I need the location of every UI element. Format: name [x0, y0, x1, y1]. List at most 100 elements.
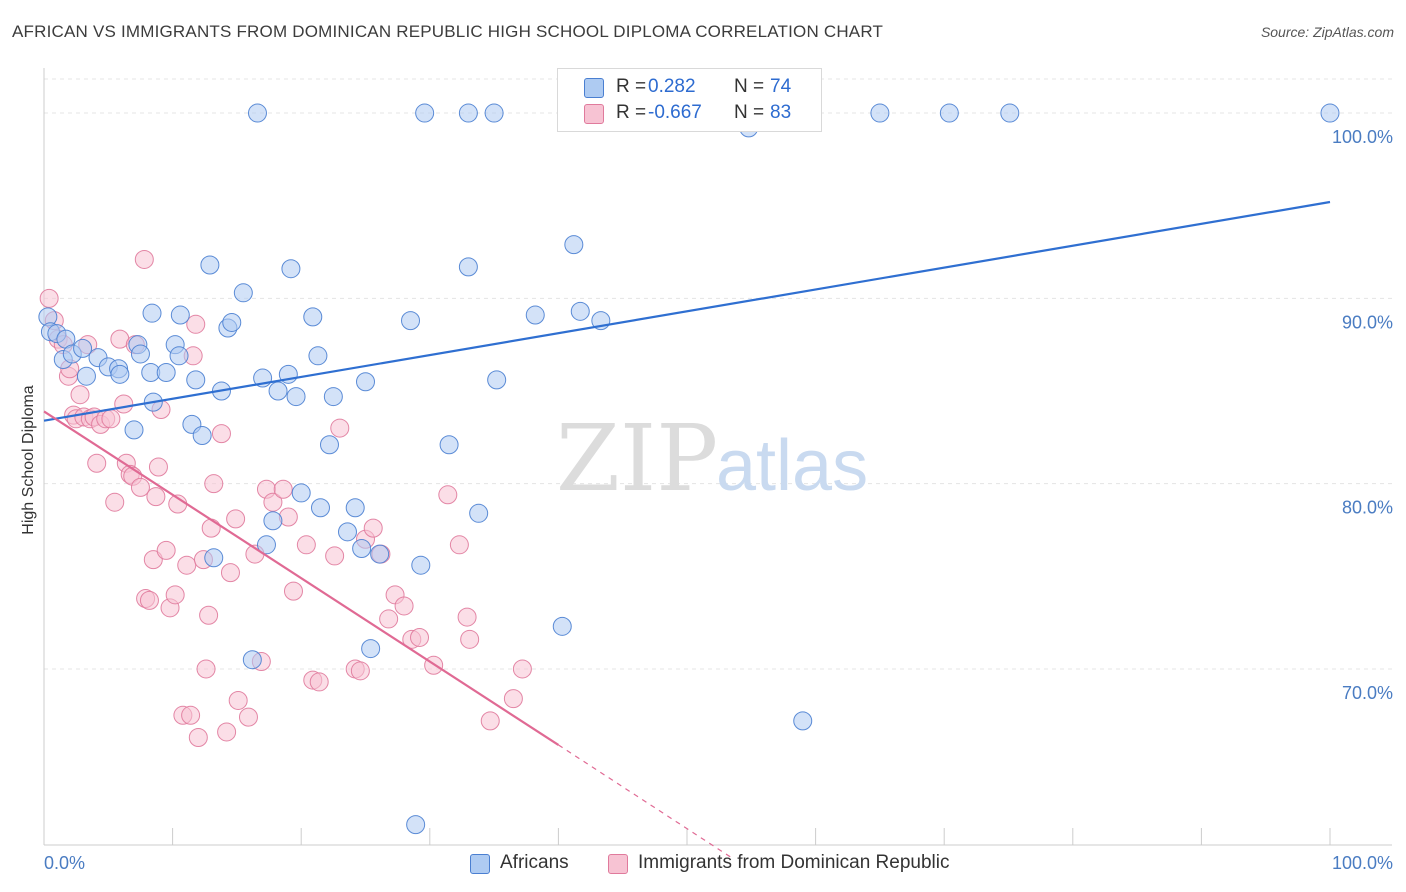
data-point-dominican [296, 535, 316, 555]
x-tick-label: 0.0% [44, 853, 85, 873]
data-point-dominican [460, 629, 480, 649]
data-point-dominican [350, 661, 370, 681]
data-point-africans [247, 103, 267, 123]
data-point-dominican [177, 555, 197, 575]
data-point-africans [242, 650, 262, 670]
data-point-africans [130, 344, 150, 364]
legend-r-label: R = [616, 102, 647, 123]
data-point-africans [1320, 103, 1340, 123]
data-point-dominican [105, 492, 125, 512]
data-point-africans [263, 511, 283, 531]
data-point-africans [169, 346, 189, 366]
data-point-africans [73, 338, 93, 358]
data-point-africans [192, 425, 212, 445]
data-point-dominican [325, 546, 345, 566]
data-point-africans [303, 307, 323, 327]
chart-title: AFRICAN VS IMMIGRANTS FROM DOMINICAN REP… [12, 22, 884, 41]
legend-row-africans: R = 0.282 N = 74 [558, 75, 821, 101]
data-point-africans [291, 483, 311, 503]
data-point-dominican [330, 418, 350, 438]
legend-row-dominican: R = -0.667 N = 83 [558, 101, 821, 127]
data-point-africans [487, 370, 507, 390]
data-point-dominican [70, 385, 90, 405]
y-tick-label: 90.0% [1342, 312, 1393, 332]
data-point-africans [337, 522, 357, 542]
data-point-africans [411, 555, 431, 575]
data-point-africans [308, 346, 328, 366]
data-point-dominican [39, 288, 59, 308]
data-point-dominican [156, 540, 176, 560]
legend-label-dominican: Immigrants from Dominican Republic [638, 852, 950, 873]
legend-n-value: 74 [770, 76, 792, 97]
data-point-africans [268, 381, 288, 401]
series-legend: Africans Immigrants from Dominican Repub… [0, 852, 1406, 878]
data-point-africans [356, 372, 375, 392]
data-point-dominican [139, 590, 159, 610]
data-point-dominican [134, 249, 154, 269]
data-point-africans [222, 312, 242, 332]
data-point-africans [458, 103, 478, 123]
legend-label-africans: Africans [500, 852, 569, 873]
data-point-africans [564, 235, 584, 255]
data-point-dominican [273, 479, 293, 499]
watermark-atlas: atlas [716, 426, 868, 506]
y-tick-label: 80.0% [1342, 498, 1393, 518]
data-point-africans [186, 370, 206, 390]
data-point-africans [415, 103, 435, 123]
data-point-dominican [188, 728, 208, 748]
data-point-dominican [457, 607, 477, 627]
data-point-dominican [480, 711, 500, 731]
data-point-africans [200, 255, 220, 275]
legend-r-value: 0.282 [648, 76, 696, 97]
data-point-africans [256, 535, 276, 555]
data-point-dominican [263, 492, 283, 512]
legend-swatch-pink [584, 104, 604, 124]
data-point-dominican [220, 563, 240, 583]
trend-lines [43, 200, 1331, 859]
data-point-africans [124, 420, 144, 440]
data-point-africans [286, 387, 306, 407]
data-point-africans [352, 539, 372, 559]
trend-line-dominican [43, 410, 559, 746]
data-point-africans [233, 283, 253, 303]
data-point-dominican [165, 585, 185, 605]
data-point-dominican [181, 705, 201, 725]
data-point-africans [323, 387, 343, 407]
data-point-africans [370, 544, 390, 564]
data-point-dominican [228, 690, 248, 710]
data-point-africans [310, 498, 330, 518]
data-point-dominican [143, 550, 163, 570]
data-point-dominican [283, 581, 303, 601]
data-point-africans [281, 259, 301, 279]
data-point-dominican [410, 627, 430, 647]
data-point-dominican [196, 659, 216, 679]
data-point-dominican [309, 672, 329, 692]
legend-r-label: R = [616, 76, 647, 97]
legend-swatch-blue [584, 78, 604, 98]
data-point-dominican [503, 689, 523, 709]
x-tick-label: 100.0% [1332, 853, 1393, 873]
pink-series-points [39, 249, 532, 748]
data-point-dominican [226, 509, 246, 529]
legend-n-value: 83 [770, 102, 792, 123]
legend-swatch-dominican [608, 854, 628, 874]
data-point-dominican [217, 722, 237, 742]
data-point-dominican [87, 453, 107, 473]
data-point-africans [525, 305, 545, 325]
data-point-dominican [394, 596, 414, 616]
y-tick-label: 100.0% [1332, 127, 1393, 147]
data-point-africans [870, 103, 890, 123]
data-point-africans [204, 548, 224, 568]
data-point-africans [1000, 103, 1020, 123]
data-point-dominican [449, 535, 469, 555]
data-point-africans [439, 435, 459, 455]
data-point-africans [142, 303, 162, 323]
data-point-africans [156, 362, 176, 382]
watermark-zip: ZIP [556, 405, 718, 512]
gridlines [44, 78, 1392, 670]
data-point-africans [170, 305, 190, 325]
data-point-africans [345, 498, 365, 518]
y-tick-label: 70.0% [1342, 683, 1393, 703]
data-point-africans [361, 639, 381, 659]
legend-r-value: -0.667 [648, 102, 702, 123]
